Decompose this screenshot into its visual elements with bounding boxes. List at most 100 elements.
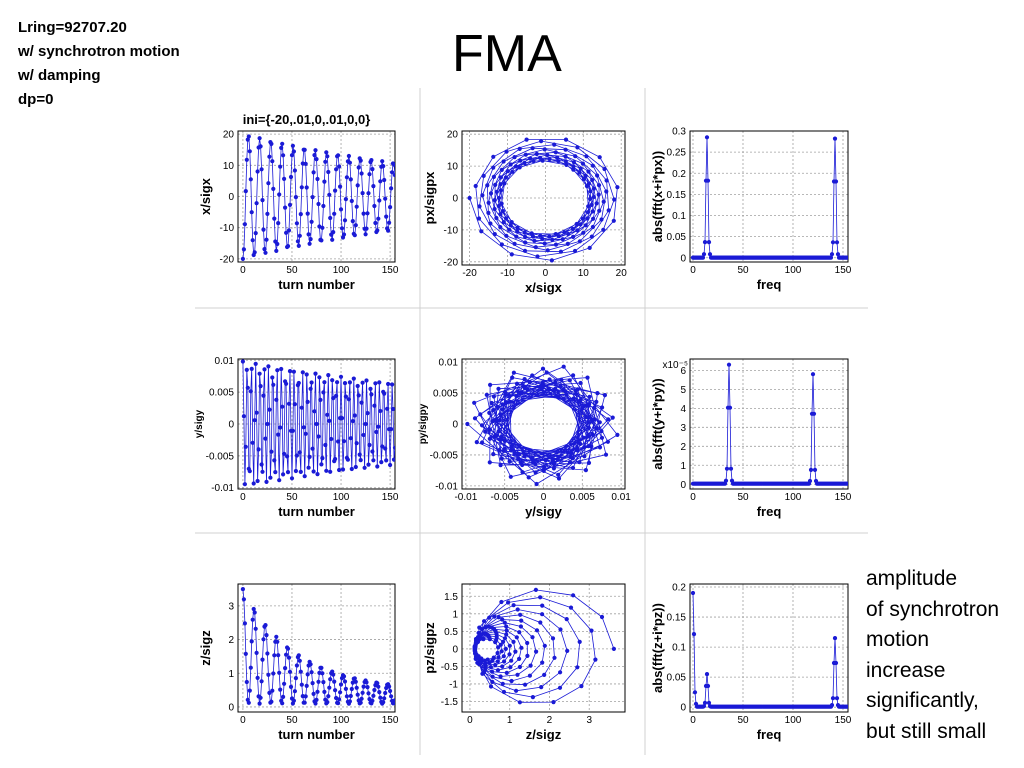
data-point [701, 704, 707, 709]
data-point [476, 654, 481, 659]
x-tick-label: 0 [467, 715, 473, 726]
data-point [319, 462, 324, 467]
data-point [504, 632, 509, 637]
data-point [540, 158, 545, 163]
data-point [296, 380, 301, 386]
data-point [366, 691, 371, 696]
data-point [296, 243, 301, 248]
panel-title: ini={-20,.01,0,.01,0,0} [243, 112, 371, 127]
data-point [556, 472, 561, 477]
data-point [540, 603, 545, 608]
data-point [577, 239, 583, 244]
data-point [354, 204, 359, 209]
data-point [494, 433, 499, 438]
data-point [584, 184, 590, 189]
data-point [392, 173, 395, 178]
data-point [596, 183, 602, 188]
data-point [606, 417, 611, 422]
data-point [476, 216, 482, 221]
x-tick-label: 100 [333, 265, 350, 276]
data-point [576, 399, 581, 404]
data-point [363, 232, 368, 237]
data-point [334, 393, 339, 398]
data-point [370, 449, 375, 454]
x-tick-label: 0 [541, 492, 547, 503]
data-point [499, 242, 504, 247]
data-point [487, 410, 492, 415]
data-point [615, 185, 620, 190]
y-tick-label: 0.15 [667, 190, 687, 201]
y-tick-label: 0 [680, 703, 686, 714]
data-point [275, 368, 280, 373]
data-point [351, 376, 356, 381]
data-point [523, 234, 528, 239]
data-point [341, 232, 347, 237]
data-point [552, 142, 557, 147]
data-point [558, 627, 563, 632]
data-point [374, 429, 379, 435]
x-tick-label: 150 [382, 492, 399, 503]
data-point [596, 192, 601, 197]
data-point [491, 165, 496, 170]
data-point [571, 396, 577, 401]
data-point [249, 366, 254, 371]
data-point [706, 240, 712, 245]
x-tick-label: 50 [286, 715, 298, 726]
data-point [336, 701, 341, 706]
data-point [701, 252, 707, 257]
data-point [578, 380, 583, 386]
data-point [271, 186, 276, 191]
data-point [331, 230, 336, 235]
data-point [529, 231, 534, 236]
data-point [577, 170, 582, 175]
data-point [606, 208, 611, 213]
data-point [344, 175, 349, 180]
data-point [515, 672, 520, 677]
data-point [276, 432, 281, 437]
data-point [583, 223, 588, 228]
data-point [275, 241, 280, 247]
data-point [337, 697, 342, 702]
data-point [294, 453, 299, 458]
data-point [503, 175, 508, 180]
data-point [382, 696, 387, 701]
plot-frame [237, 130, 396, 263]
data-point [247, 469, 252, 474]
data-point [361, 684, 366, 689]
data-point [604, 189, 609, 194]
data-point [550, 237, 555, 242]
data-point [256, 447, 261, 452]
data-point [358, 700, 363, 705]
data-point [564, 392, 569, 397]
data-point [587, 415, 592, 420]
data-point [492, 232, 497, 237]
data-point [323, 159, 328, 164]
data-point [504, 628, 509, 633]
data-point [388, 688, 393, 694]
data-point [539, 386, 544, 392]
data-point [503, 392, 508, 398]
data-point [375, 464, 380, 469]
data-point [355, 183, 360, 188]
data-point [517, 165, 522, 170]
data-point [518, 612, 523, 617]
data-point [248, 389, 253, 394]
data-point [540, 236, 545, 241]
data-point [299, 682, 304, 687]
x-tick-label: 150 [382, 265, 399, 276]
data-point [286, 228, 292, 233]
data-point [517, 656, 522, 662]
data-point [270, 159, 275, 164]
data-point [253, 626, 258, 631]
data-point [479, 423, 485, 428]
data-point [383, 446, 388, 451]
data-point [314, 697, 319, 703]
data-point [293, 468, 298, 474]
data-point [338, 184, 343, 189]
data-point [316, 201, 321, 207]
data-point [483, 625, 488, 630]
y-axis-label: px/sigpx [422, 171, 437, 225]
data-point [553, 232, 558, 237]
data-point [700, 255, 706, 260]
y-tick-label: 0.05 [667, 673, 687, 684]
